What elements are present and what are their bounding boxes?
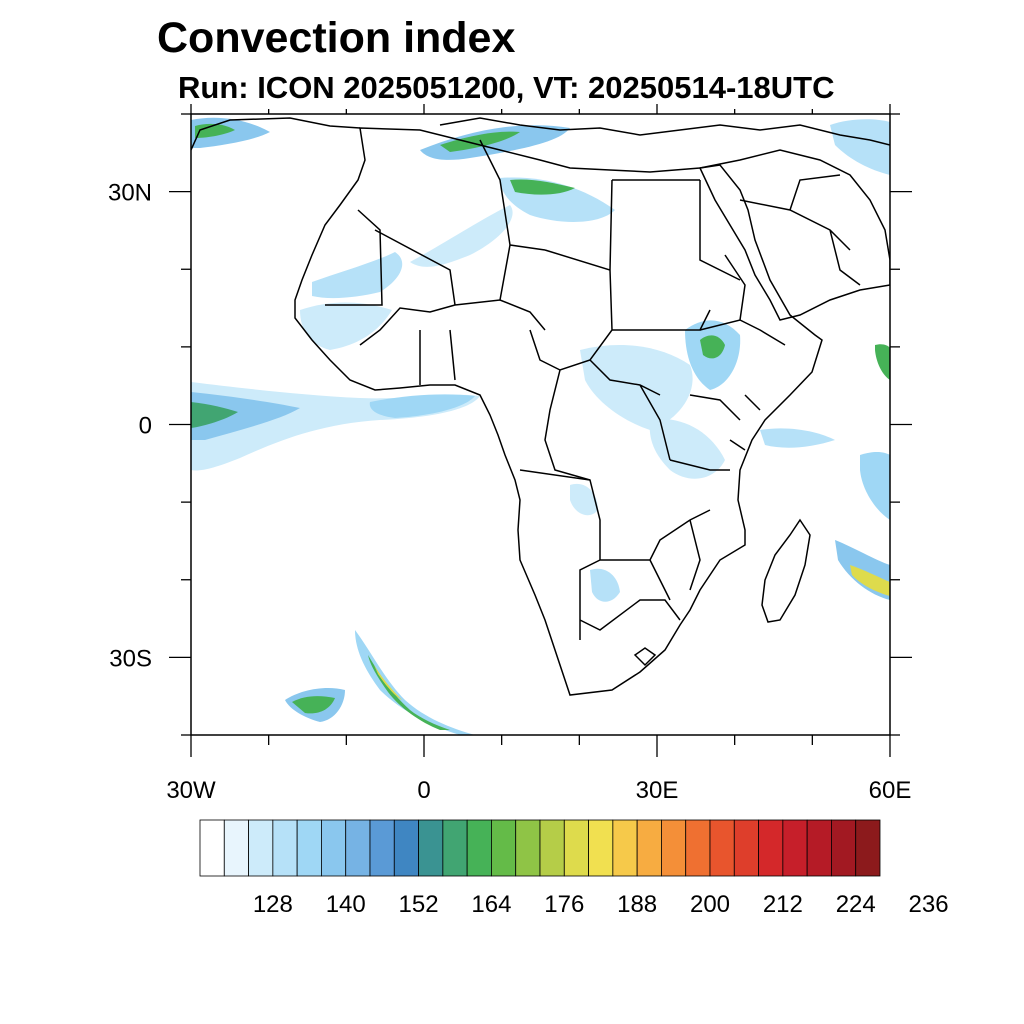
colorbar-swatch — [806, 819, 832, 877]
convection-patch-atlantic-core — [191, 392, 300, 440]
colorbar-swatch — [442, 819, 468, 877]
x-tick-label: 30E — [636, 777, 679, 804]
colorbar-label: 236 — [909, 891, 949, 918]
colorbar-label: 224 — [836, 891, 876, 918]
africa-coastline — [294, 127, 823, 696]
colorbar-swatch — [321, 819, 347, 877]
x-tick-label: 60E — [869, 777, 912, 804]
colorbar-label: 200 — [690, 891, 730, 918]
x-tick-label: 0 — [417, 777, 430, 804]
colorbar-swatch — [199, 819, 225, 877]
convection-patch-turkey — [830, 119, 890, 175]
borders-east — [699, 180, 786, 451]
colorbar-swatch — [345, 819, 371, 877]
colorbar-swatch — [491, 819, 517, 877]
convection-patch-east-edge-2 — [875, 344, 890, 380]
borders-west — [325, 139, 546, 385]
plot-area: 30W 0 30E 60E 30N 0 30S — [108, 104, 912, 804]
colorbar-swatch — [296, 819, 322, 877]
colorbar-swatch — [466, 819, 492, 877]
colorbar-swatch — [855, 819, 881, 877]
y-tick-label: 30N — [108, 180, 152, 207]
convection-patch-east-edge — [860, 451, 890, 520]
borders-arabia — [739, 174, 861, 286]
borders-central — [529, 179, 741, 481]
convection-patch-madagascar-core — [850, 565, 890, 596]
colorbar — [199, 819, 881, 877]
colorbar-swatch — [685, 819, 711, 877]
map-title: Convection index — [157, 14, 516, 62]
colorbar-swatch — [588, 819, 614, 877]
convection-patch-sahel-west — [312, 252, 403, 299]
map-subtitle: Run: ICON 2025051200, VT: 20250514-18UTC — [178, 70, 835, 105]
convection-patch-angola — [570, 483, 598, 516]
convection-patch-west-africa — [300, 302, 392, 350]
convection-field — [191, 117, 890, 735]
colorbar-swatch — [248, 819, 274, 877]
convection-patch-algeria-core — [510, 179, 575, 195]
colorbar-swatch — [515, 819, 541, 877]
colorbar-swatch — [709, 819, 735, 877]
convection-patch-south-atlantic-west-core — [292, 696, 335, 714]
axis-tick-labels: 30W 0 30E 60E 30N 0 30S — [108, 180, 911, 804]
borders-south — [519, 469, 711, 667]
convection-patch-atlantic-core-2 — [191, 402, 238, 428]
y-tick-label: 0 — [139, 413, 152, 440]
colorbar-label: 212 — [763, 891, 803, 918]
convection-patch-southern-africa — [590, 568, 620, 602]
colorbar-swatch — [612, 819, 638, 877]
colorbar-swatch — [223, 819, 249, 877]
colorbar-swatch — [418, 819, 444, 877]
europe-coastline — [191, 117, 890, 151]
colorbar-label: 176 — [544, 891, 584, 918]
colorbar-swatch — [539, 819, 565, 877]
convection-patch-gulf-guinea — [369, 394, 475, 418]
convection-patch-central-africa — [580, 345, 693, 430]
colorbar-swatch — [733, 819, 759, 877]
colorbar-swatch — [636, 819, 662, 877]
madagascar-coastline — [761, 518, 811, 623]
colorbar-label: 152 — [399, 891, 439, 918]
coastlines-and-borders — [191, 117, 890, 696]
colorbar-label: 188 — [617, 891, 657, 918]
colorbar-swatch — [272, 819, 298, 877]
axis-ticks — [169, 104, 912, 757]
convection-patch-sahara-band — [410, 205, 513, 267]
colorbar-swatch — [369, 819, 395, 877]
convection-patch-indian-ocean — [760, 428, 835, 448]
convection-patch-iberia-core — [195, 123, 235, 138]
colorbar-label: 128 — [253, 891, 293, 918]
convection-patch-ethiopia-core — [700, 335, 725, 359]
colorbar-swatch — [661, 819, 687, 877]
colorbar-labels: 128 140 152 164 176 188 200 212 224 236 — [253, 891, 949, 918]
colorbar-swatch — [782, 819, 808, 877]
arabia-coastline — [698, 149, 890, 321]
y-tick-label: 30S — [109, 645, 152, 672]
colorbar-swatch — [758, 819, 784, 877]
colorbar-label: 164 — [471, 891, 511, 918]
colorbar-swatch — [831, 819, 857, 877]
colorbar-label: 140 — [326, 891, 366, 918]
x-tick-label: 30W — [166, 777, 216, 804]
colorbar-swatch — [563, 819, 589, 877]
convection-patch-east-africa — [649, 419, 725, 479]
colorbar-swatch — [393, 819, 419, 877]
convection-patch-north-coast-core — [440, 131, 520, 152]
